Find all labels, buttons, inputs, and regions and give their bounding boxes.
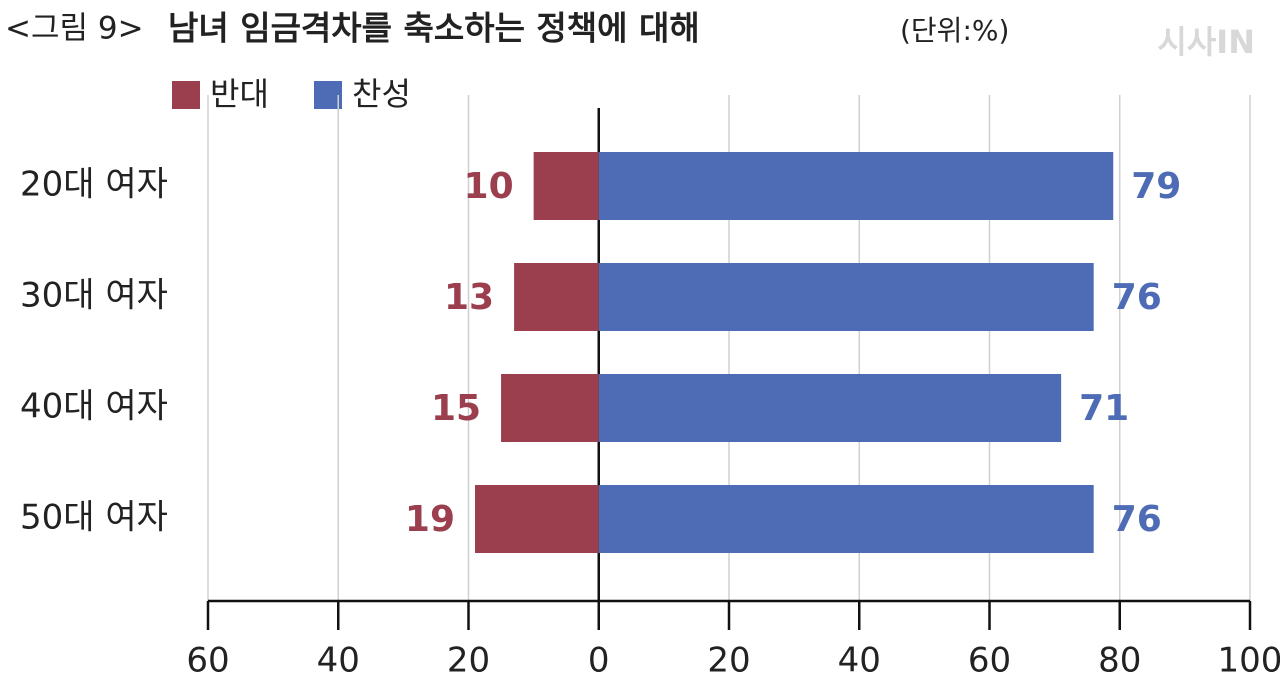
- value-label: 76: [1112, 277, 1162, 318]
- x-tick-label: 20: [707, 641, 750, 681]
- figure-label: <그림 9>: [5, 11, 144, 47]
- bar: [514, 263, 599, 331]
- y-tick-label: 50대 여자: [20, 498, 168, 538]
- unit-label: (단위:%): [900, 14, 1009, 47]
- bar: [598, 485, 1094, 553]
- y-tick-label: 20대 여자: [20, 165, 168, 205]
- x-tick-label: 80: [1098, 641, 1141, 681]
- value-label: 10: [464, 166, 514, 207]
- value-label: 15: [431, 388, 481, 429]
- x-tick-label: 60: [968, 641, 1011, 681]
- value-label: 79: [1131, 166, 1181, 207]
- value-label: 71: [1079, 388, 1129, 429]
- value-label: 76: [1112, 499, 1162, 540]
- bar: [598, 152, 1114, 220]
- x-tick-label: 20: [447, 641, 490, 681]
- legend-label: 반대: [210, 75, 269, 113]
- chart-title: 남녀 임금격차를 축소하는 정책에 대해: [168, 9, 700, 48]
- x-tick-label: 40: [838, 641, 881, 681]
- legend-label: 찬성: [352, 75, 411, 113]
- legend-swatch: [314, 81, 342, 109]
- y-tick-label: 40대 여자: [20, 387, 168, 427]
- y-tick-label: 30대 여자: [20, 276, 168, 316]
- bar: [533, 152, 599, 220]
- value-label: 13: [444, 277, 494, 318]
- watermark: 시사IN: [1157, 23, 1255, 61]
- bar: [598, 263, 1094, 331]
- bar: [598, 374, 1062, 442]
- x-tick-label: 60: [186, 641, 229, 681]
- x-tick-label: 100: [1218, 641, 1280, 681]
- value-label: 19: [405, 499, 455, 540]
- x-tick-label: 0: [588, 641, 610, 681]
- bar: [475, 485, 599, 553]
- bar: [501, 374, 599, 442]
- legend-swatch: [172, 81, 200, 109]
- x-tick-label: 40: [317, 641, 360, 681]
